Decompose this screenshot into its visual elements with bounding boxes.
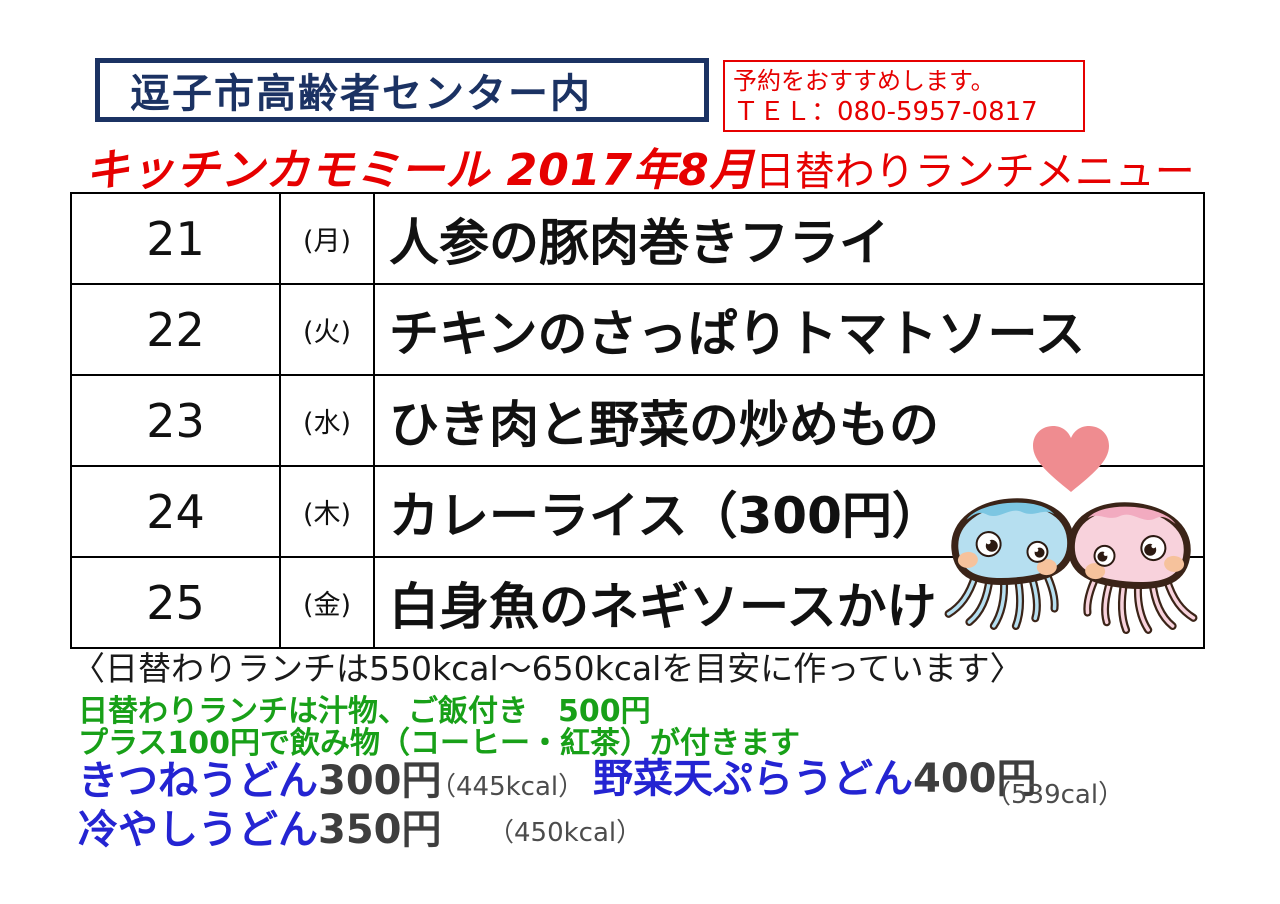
page-title: キッチンカモミール 2017年8月日替わりランチメニュー <box>0 134 1280 198</box>
table-row: 25 (金) 白身魚のネギソースかけ <box>70 556 1205 649</box>
dish-cell: 人参の豚肉巻きフライ <box>373 192 1205 285</box>
udon-name: 冷やしうどん <box>78 807 318 853</box>
date-cell: 24 <box>70 465 281 558</box>
date-cell: 21 <box>70 192 281 285</box>
udon-price: 400円 <box>913 756 1037 802</box>
reservation-box: 予約をおすすめします。 ＴＥＬ：080-5957-0817 <box>723 60 1085 132</box>
udon-kcal: （539cal） <box>985 780 1125 810</box>
drink-option-note: プラス100円で飲み物（コーヒー・紅茶）が付きます <box>78 726 801 761</box>
date-cell: 23 <box>70 374 281 467</box>
dish-cell: チキンのさっぱりトマトソース <box>373 283 1205 376</box>
pink-jellyfish <box>1067 502 1198 635</box>
udon-kcal: （450kcal） <box>488 818 643 848</box>
udon-name: 野菜天ぷらうどん <box>593 756 913 802</box>
day-cell: (月) <box>279 192 375 285</box>
day-cell: (木) <box>279 465 375 558</box>
udon-name: きつねうどん <box>78 758 318 804</box>
day-cell: (水) <box>279 374 375 467</box>
menu-label-title: 日替わりランチメニュー <box>754 149 1195 195</box>
blue-jellyfish <box>944 498 1075 631</box>
location-box: 逗子市高齢者センター内 <box>95 58 709 122</box>
dish-cell: 白身魚のネギソースかけ <box>373 556 1205 649</box>
udon-kcal: （445kcal） <box>430 772 585 802</box>
reservation-note: 予約をおすすめします。 <box>733 67 995 95</box>
udon-item-yasaitempura: 野菜天ぷらうどん400円 <box>593 746 1037 804</box>
date-cell: 22 <box>70 283 281 376</box>
jellyfish-couple-illustration <box>944 426 1198 635</box>
date-cell: 25 <box>70 556 281 649</box>
day-cell: (金) <box>279 556 375 649</box>
table-row: 22 (火) チキンのさっぱりトマトソース <box>70 283 1205 376</box>
day-cell: (火) <box>279 283 375 376</box>
udon-price: 350円 <box>318 807 442 853</box>
reservation-phone: ＴＥＬ：080-5957-0817 <box>733 97 1038 127</box>
udon-price: 300円 <box>318 758 442 804</box>
table-row: 23 (水) ひき肉と野菜の炒めもの <box>70 374 1205 467</box>
lunch-includes-note: 日替わりランチは汁物、ご飯付き 500円 <box>78 694 651 729</box>
table-row: 21 (月) 人参の豚肉巻きフライ <box>70 192 1205 285</box>
location-text: 逗子市高齢者センター内 <box>130 71 592 117</box>
calorie-guideline-note: 〈日替わりランチは550kcal～650kcalを目安に作っています〉 <box>72 649 1023 688</box>
udon-item-hiyashi: 冷やしうどん350円 <box>78 797 442 855</box>
shop-and-month-title: キッチンカモミール 2017年8月 <box>85 145 755 196</box>
udon-item-kitsune: きつねうどん300円 <box>78 748 442 806</box>
heart-icon <box>1033 426 1109 492</box>
